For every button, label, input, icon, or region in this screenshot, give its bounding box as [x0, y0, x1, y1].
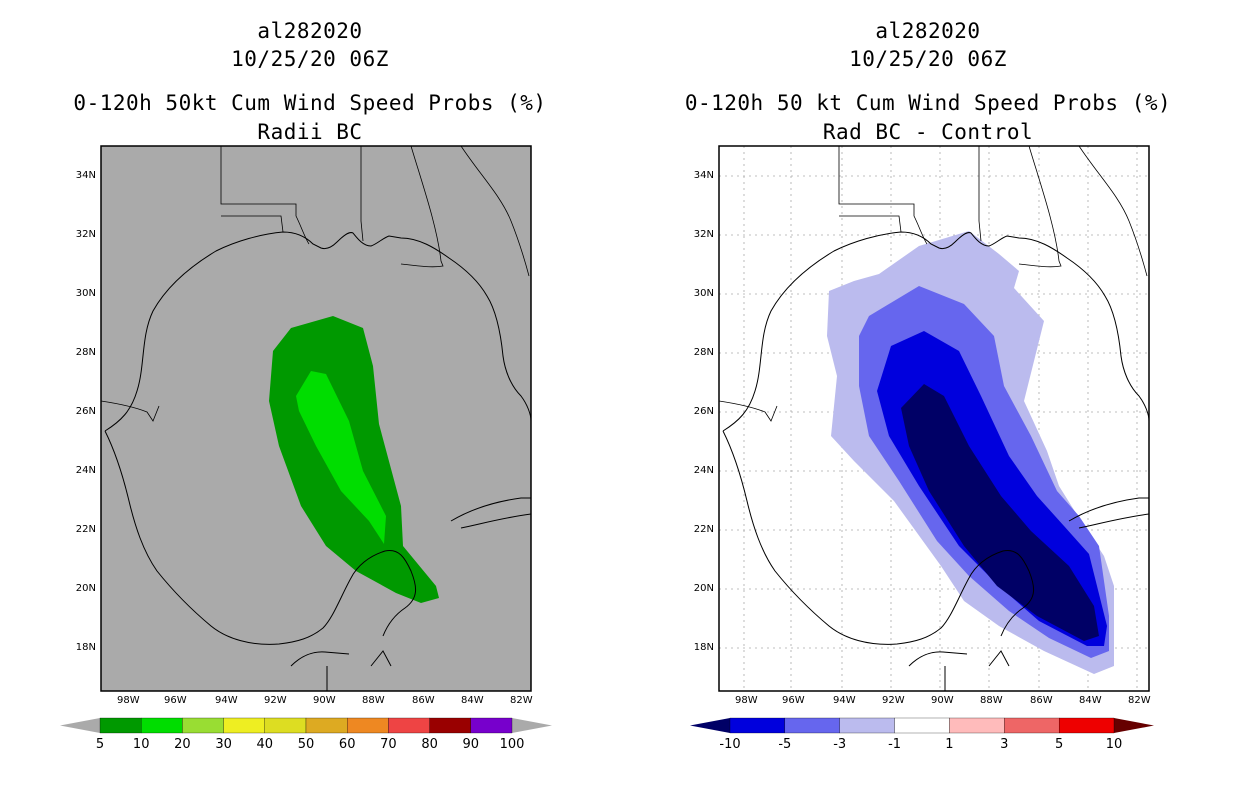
- lon-label: 84W: [461, 695, 484, 706]
- right-colorbar-over: [1114, 718, 1154, 733]
- left-colorbar-swatch: [429, 717, 471, 734]
- left-colorbar-label: 80: [421, 737, 438, 752]
- lat-label: 30N: [75, 288, 96, 299]
- lat-label: 28N: [693, 347, 714, 358]
- left-colorbar-under: [60, 718, 100, 733]
- right-lat-axis: 34N 32N 30N 28N 26N 24N 22N 20N 18N: [682, 146, 714, 691]
- lat-label: 28N: [75, 347, 96, 358]
- left-colorbar-swatch: [264, 717, 307, 734]
- lat-label: 26N: [693, 406, 714, 417]
- left-colorbar-swatch: [99, 717, 142, 734]
- left-colorbar-label: 50: [298, 737, 315, 752]
- lat-label: 32N: [75, 229, 96, 240]
- right-colorbar-swatch: [729, 717, 786, 734]
- right-diff-neg10: [901, 384, 1099, 641]
- lat-label: 26N: [75, 406, 96, 417]
- lat-label: 20N: [75, 583, 96, 594]
- left-colorbar-label: 30: [215, 737, 232, 752]
- lon-label: 82W: [510, 695, 533, 706]
- right-title-line1: 0-120h 50 kt Cum Wind Speed Probs (%): [684, 91, 1172, 115]
- lon-label: 84W: [1079, 695, 1102, 706]
- lon-label: 96W: [164, 695, 187, 706]
- right-map-background: [719, 146, 1149, 691]
- lat-label: 34N: [693, 170, 714, 181]
- right-colorbar-swatch: [784, 717, 840, 734]
- left-datetime: 10/25/20 06Z: [231, 47, 389, 71]
- right-colorbar-swatch: [1004, 717, 1060, 734]
- lat-label: 30N: [693, 288, 714, 299]
- lat-label: 34N: [75, 170, 96, 181]
- left-colorbar-label: 100: [500, 737, 525, 752]
- right-title-line2: Rad BC - Control: [822, 120, 1034, 144]
- right-colorbar-swatch: [1058, 717, 1115, 734]
- left-prob-10: [269, 316, 439, 603]
- right-storm-id: al282020: [875, 19, 981, 43]
- lon-label: 88W: [980, 695, 1003, 706]
- left-colorbar-over: [512, 718, 552, 733]
- left-colorbar-label: 40: [257, 737, 274, 752]
- left-colorbar-swatch: [305, 717, 348, 734]
- left-colorbar-swatch: [182, 717, 224, 734]
- lat-label: 20N: [693, 583, 714, 594]
- right-colorbar-swatch: [949, 717, 1005, 734]
- right-colorbar-label: -10: [719, 737, 740, 752]
- lon-label: 92W: [882, 695, 905, 706]
- left-colorbar-swatch: [388, 717, 430, 734]
- left-colorbar-swatch: [470, 717, 513, 734]
- lon-label: 90W: [313, 695, 336, 706]
- left-lat-axis: 34N 32N 30N 28N 26N 24N 22N 20N 18N: [64, 146, 96, 691]
- left-prob-20: [296, 371, 386, 544]
- lon-label: 98W: [117, 695, 140, 706]
- lat-label: 18N: [75, 642, 96, 653]
- lat-label: 22N: [693, 524, 714, 535]
- left-colorbar-label: 20: [174, 737, 191, 752]
- right-colorbar-label: 1: [945, 737, 953, 752]
- left-colorbar-swatch: [141, 717, 183, 734]
- left-colorbar-label: 5: [96, 737, 104, 752]
- left-lon-axis: 98W 96W 94W 92W 90W 88W 86W 84W 82W: [101, 695, 533, 709]
- left-colorbar: 5 10 20 30 40 50 60 70 80 90 100: [60, 717, 552, 752]
- left-colorbar-label: 60: [339, 737, 356, 752]
- lon-label: 92W: [264, 695, 287, 706]
- lon-label: 86W: [412, 695, 435, 706]
- right-diff-neg5: [877, 331, 1107, 646]
- lon-label: 94W: [215, 695, 238, 706]
- left-storm-id: al282020: [257, 19, 363, 43]
- right-colorbar-label: -1: [888, 737, 901, 752]
- right-colorbar-label: 5: [1055, 737, 1063, 752]
- left-colorbar-swatch: [347, 717, 389, 734]
- lon-label: 98W: [735, 695, 758, 706]
- left-colorbar-label: 70: [380, 737, 397, 752]
- lat-label: 18N: [693, 642, 714, 653]
- right-colorbar: -10 -5 -3 -1 1 3 5 10: [690, 717, 1154, 752]
- right-colorbar-label: -3: [833, 737, 846, 752]
- lon-label: 88W: [362, 695, 385, 706]
- right-colorbar-swatch: [894, 717, 950, 734]
- left-map-background: [101, 146, 531, 691]
- lat-label: 32N: [693, 229, 714, 240]
- right-diff-neg3: [859, 286, 1109, 658]
- lon-label: 94W: [833, 695, 856, 706]
- left-colorbar-label: 10: [133, 737, 150, 752]
- lon-label: 86W: [1030, 695, 1053, 706]
- lat-label: 24N: [693, 465, 714, 476]
- lon-label: 90W: [931, 695, 954, 706]
- right-lon-axis: 98W 96W 94W 92W 90W 88W 86W 84W 82W: [719, 695, 1151, 709]
- right-colorbar-under: [690, 718, 730, 733]
- left-title-line2: Radii BC: [257, 120, 363, 144]
- lat-label: 22N: [75, 524, 96, 535]
- left-colorbar-swatch: [223, 717, 265, 734]
- right-datetime: 10/25/20 06Z: [849, 47, 1007, 71]
- lat-label: 24N: [75, 465, 96, 476]
- right-colorbar-label: -5: [778, 737, 791, 752]
- right-diff-neg1: [827, 231, 1114, 674]
- right-colorbar-swatch: [839, 717, 895, 734]
- right-colorbar-label: 10: [1106, 737, 1123, 752]
- right-colorbar-label: 3: [1000, 737, 1008, 752]
- left-title-line1: 0-120h 50kt Cum Wind Speed Probs (%): [73, 91, 547, 115]
- lon-label: 82W: [1128, 695, 1151, 706]
- lon-label: 96W: [782, 695, 805, 706]
- right-grid: [719, 146, 1149, 691]
- left-colorbar-label: 90: [463, 737, 480, 752]
